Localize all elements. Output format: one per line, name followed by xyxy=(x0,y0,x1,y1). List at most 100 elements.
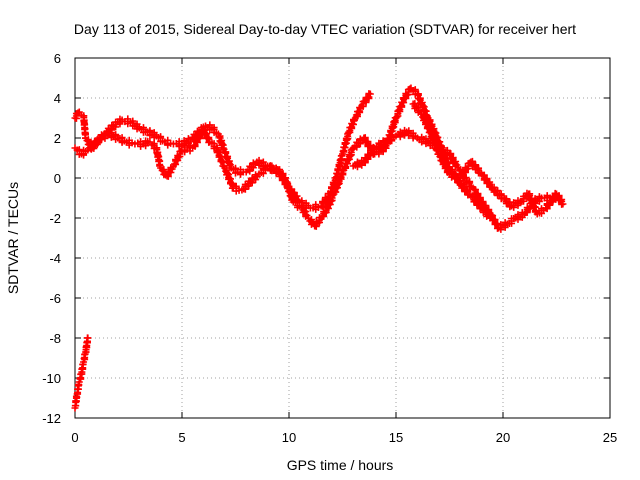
data-point-marker xyxy=(346,152,354,160)
data-point-marker xyxy=(359,102,367,110)
data-point-marker xyxy=(193,138,201,146)
data-point-marker xyxy=(334,184,342,192)
y-tick-label: -2 xyxy=(49,211,61,226)
data-point-marker xyxy=(402,94,410,102)
data-point-marker xyxy=(394,112,402,120)
data-point-marker xyxy=(112,123,120,131)
data-point-marker xyxy=(559,200,567,208)
data-point-marker xyxy=(332,188,340,196)
x-tick-label: 10 xyxy=(282,430,296,445)
data-point-marker xyxy=(226,161,234,169)
y-tick-label: 6 xyxy=(54,51,61,66)
data-point-marker xyxy=(346,128,354,136)
data-point-marker xyxy=(356,108,364,116)
x-tick-label: 0 xyxy=(71,430,78,445)
plot-border xyxy=(74,57,611,419)
data-point-marker xyxy=(176,152,184,160)
data-point-marker xyxy=(218,140,226,148)
data-point-marker xyxy=(315,218,323,226)
data-point-marker xyxy=(319,202,327,210)
data-point-marker xyxy=(375,150,383,158)
data-point-marker xyxy=(164,172,172,180)
data-point-marker xyxy=(464,164,472,172)
y-tick-label: 4 xyxy=(54,91,61,106)
x-axis-label: GPS time / hours xyxy=(287,457,394,473)
data-point-marker xyxy=(142,142,150,150)
data-point-marker xyxy=(196,134,204,142)
data-point-marker xyxy=(383,139,391,147)
data-point-marker xyxy=(326,200,334,208)
data-point-marker xyxy=(191,142,199,150)
data-point-marker xyxy=(245,182,253,190)
data-point-marker xyxy=(520,197,528,205)
data-point-marker xyxy=(343,160,351,168)
data-point-marker xyxy=(320,212,328,220)
data-point-marker xyxy=(174,156,182,164)
data-point-marker xyxy=(116,120,124,128)
y-tick-label: 2 xyxy=(54,131,61,146)
data-point-marker xyxy=(72,114,80,122)
y-tick-label: -10 xyxy=(42,371,61,386)
series-5 xyxy=(71,334,92,412)
y-tick-label: -8 xyxy=(49,331,61,346)
data-point-marker xyxy=(366,90,374,98)
data-point-marker xyxy=(448,155,456,162)
y-tick-label: -12 xyxy=(42,411,61,426)
data-point-marker xyxy=(337,175,345,183)
data-point-marker xyxy=(396,108,404,116)
series-layer xyxy=(71,84,567,412)
data-point-marker xyxy=(347,151,355,159)
data-point-marker xyxy=(362,98,370,106)
plot-frame xyxy=(74,57,611,419)
y-tick-label: 0 xyxy=(54,171,61,186)
data-point-marker xyxy=(353,143,361,151)
data-point-marker xyxy=(342,164,350,172)
data-point-marker xyxy=(83,137,91,144)
chart-title: Day 113 of 2015, Sidereal Day-to-day VTE… xyxy=(74,21,576,37)
x-axis-ticks: 0 5 10 15 20 25 xyxy=(71,58,617,445)
data-point-marker xyxy=(324,204,332,212)
data-point-marker xyxy=(348,124,356,132)
data-point-marker xyxy=(396,133,404,141)
x-tick-label: 15 xyxy=(389,430,403,445)
data-point-marker xyxy=(322,208,330,216)
data-point-marker xyxy=(350,120,358,128)
data-point-marker xyxy=(459,172,467,180)
data-point-marker xyxy=(172,160,180,168)
data-point-marker xyxy=(404,90,412,98)
data-point-marker xyxy=(528,198,536,206)
data-point-marker xyxy=(249,164,257,172)
data-point-marker xyxy=(375,144,383,152)
x-tick-label: 5 xyxy=(178,430,185,445)
data-point-marker xyxy=(508,219,516,227)
data-point-marker xyxy=(74,109,82,117)
y-tick-label: -4 xyxy=(49,251,61,266)
data-point-marker xyxy=(84,334,92,342)
data-point-marker xyxy=(379,142,387,150)
data-point-marker xyxy=(369,148,377,156)
y-axis-ticks: -12 -10 -8 -6 -4 -2 0 2 4 6 xyxy=(42,51,610,426)
y-axis-label: SDTVAR / TECUs xyxy=(5,182,21,294)
y-tick-label: -6 xyxy=(49,291,61,306)
data-point-marker xyxy=(167,168,175,176)
data-point-marker xyxy=(328,196,336,204)
data-point-marker xyxy=(353,112,361,120)
data-point-marker xyxy=(523,208,531,216)
data-point-marker xyxy=(345,155,353,163)
data-point-marker xyxy=(214,147,222,155)
data-point-marker xyxy=(356,140,364,148)
data-point-marker xyxy=(246,167,254,175)
data-point-marker xyxy=(365,94,373,102)
data-point-marker xyxy=(510,203,518,211)
data-point-marker xyxy=(393,113,401,121)
data-point-marker xyxy=(339,171,347,179)
data-point-marker xyxy=(398,103,406,111)
data-point-marker xyxy=(335,179,343,187)
data-point-marker xyxy=(400,99,408,107)
data-point-marker xyxy=(497,225,505,233)
data-point-marker xyxy=(388,137,396,145)
data-point-marker xyxy=(90,144,98,152)
data-point-marker xyxy=(462,168,470,176)
